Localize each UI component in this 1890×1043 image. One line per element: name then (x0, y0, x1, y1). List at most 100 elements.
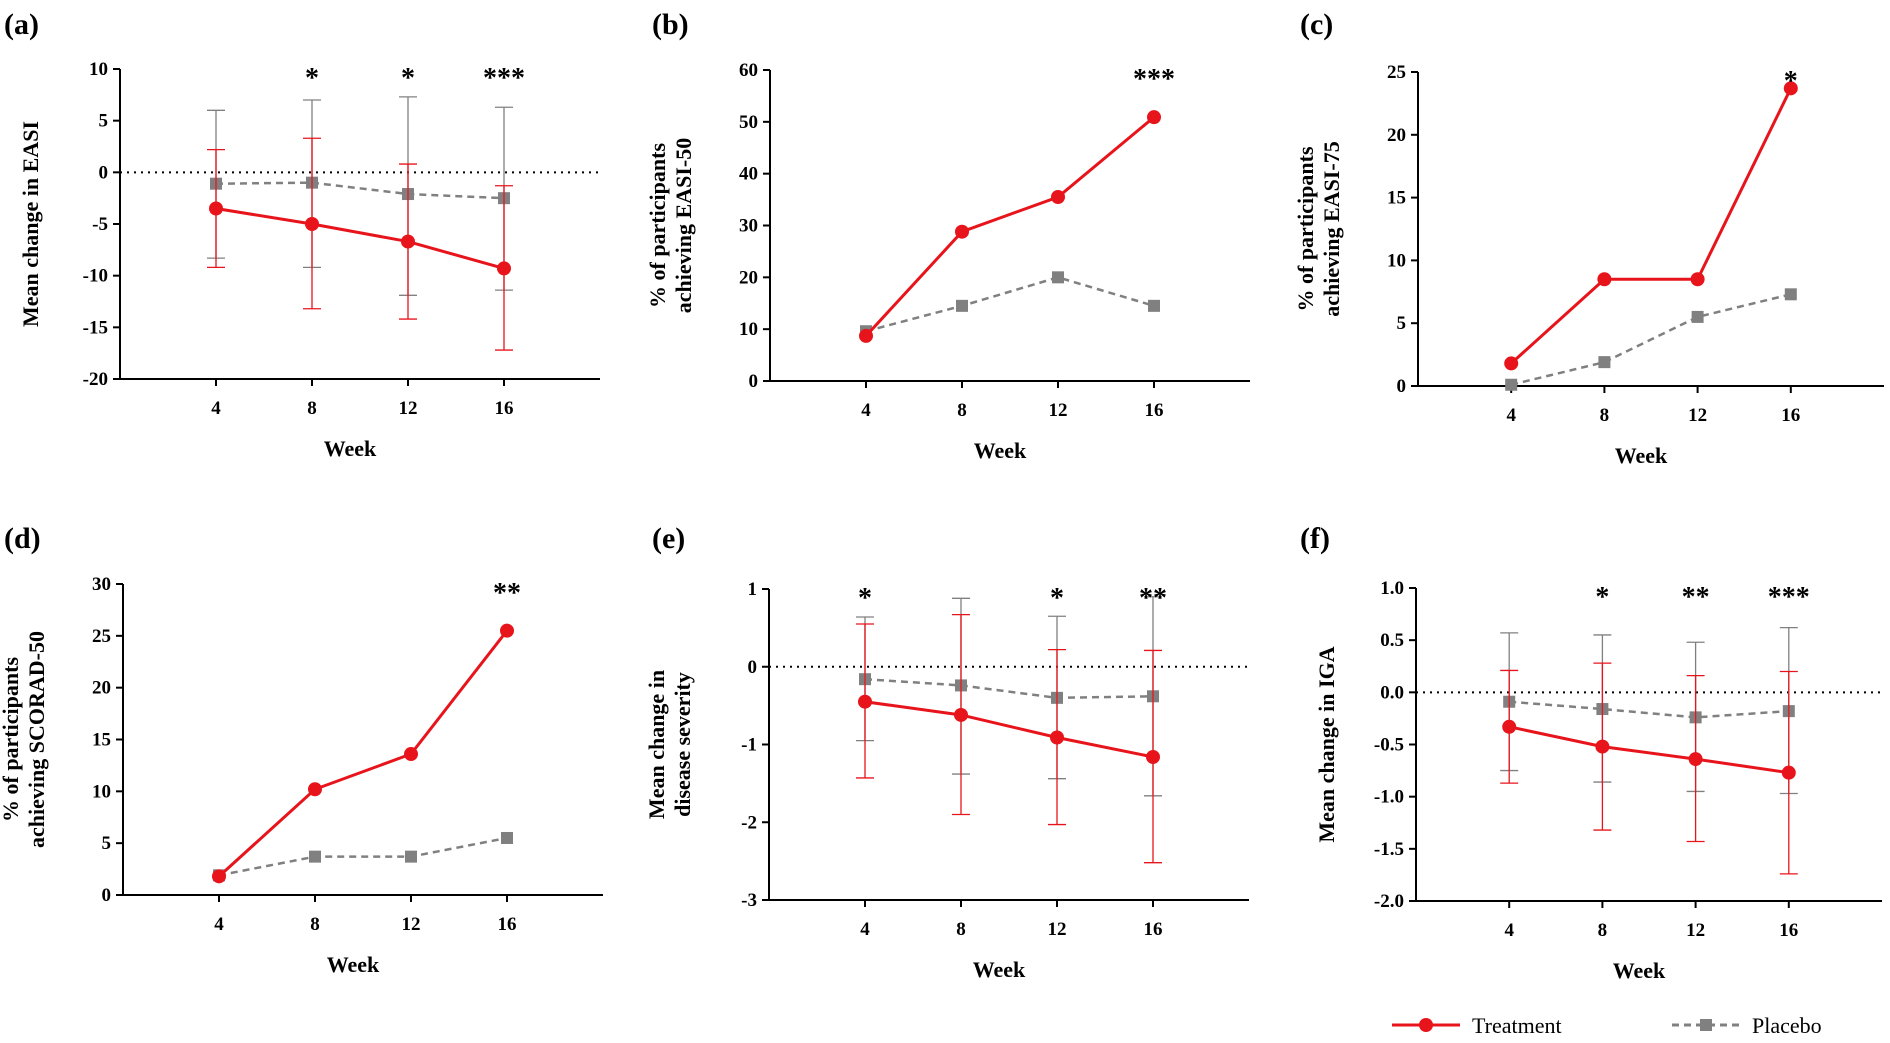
data-point (1598, 356, 1611, 369)
significance-marker: * (401, 63, 415, 94)
y-tick-label: 0 (99, 162, 109, 183)
series-line (1510, 293, 1792, 386)
y-tick-label: 0 (748, 657, 758, 678)
data-point (1051, 189, 1065, 204)
x-axis-title: Week (974, 438, 1027, 463)
y-tick-label: -15 (83, 317, 108, 338)
series-line (1509, 700, 1789, 719)
series-line (218, 836, 508, 877)
x-tick-label: 4 (211, 398, 221, 419)
x-tick-label: 12 (1049, 400, 1068, 421)
y-tick-label: -5 (92, 214, 108, 235)
data-point (1146, 749, 1160, 764)
data-point (956, 299, 968, 312)
y-tick-label: 25 (1387, 62, 1406, 83)
data-point (859, 328, 873, 343)
y-tick-label: 5 (102, 833, 112, 854)
x-tick-label: 8 (1598, 920, 1608, 941)
x-tick-label: 4 (861, 400, 871, 421)
data-point (955, 224, 969, 239)
x-tick-label: 8 (1600, 405, 1610, 426)
chart-panel-f: (f) 1.0 0.5 0.0 -0.5 -1.0 -1.5 -2.0 4 8 12 16 Week Me… (1300, 522, 1882, 983)
y-tick-label: 30 (92, 574, 111, 595)
chart-panel-c: (c) 25 20 15 10 5 0 4 8 12 16 Week % of participants… (1293, 8, 1884, 468)
placebo-series (1505, 288, 1797, 391)
significance-marker: *** (1768, 582, 1810, 613)
y-axis-title: Mean change in (644, 670, 669, 819)
x-tick-label: 8 (307, 398, 317, 419)
legend: Treatment Placebo (1392, 1013, 1822, 1038)
placebo-series (207, 96, 513, 296)
y-axis-title: achieving EASI-75 (1319, 141, 1344, 316)
chart-panel-a: (a) 10 5 0 -5 -10 -15 -20 4 8 12 16 Week Mean change … (4, 8, 600, 461)
x-axis-title: Week (1613, 958, 1666, 983)
y-tick-label: -1 (741, 735, 757, 756)
x-tick-label: 16 (498, 914, 517, 935)
treatment-series (207, 137, 513, 351)
y-tick-label: 0 (1397, 376, 1407, 397)
x-tick-label: 12 (402, 914, 421, 935)
y-tick-label: -2 (741, 812, 757, 833)
y-tick-label: 40 (739, 164, 758, 185)
y-tick-label: 10 (89, 59, 108, 80)
data-point (1505, 378, 1518, 391)
data-point (404, 747, 418, 762)
x-axis-title: Week (324, 436, 377, 461)
series-line (217, 629, 509, 878)
x-axis-title: Week (1615, 443, 1668, 468)
treatment-series (1500, 662, 1798, 875)
treatment-series (1504, 81, 1798, 371)
y-tick-label: 0 (102, 885, 112, 906)
treatment-series (856, 614, 1162, 864)
placebo-series (856, 596, 1162, 797)
data-point (1050, 730, 1064, 745)
y-tick-label: -3 (741, 890, 757, 911)
data-point (1597, 272, 1612, 287)
y-tick-label: -1.0 (1374, 787, 1404, 808)
data-point (1691, 310, 1704, 323)
legend-placebo-marker (1700, 1019, 1712, 1031)
x-tick-label: 8 (957, 400, 967, 421)
data-point (1148, 299, 1160, 312)
panel-label: (a) (4, 8, 39, 41)
data-point (1502, 719, 1517, 734)
data-point (308, 782, 322, 797)
x-tick-label: 12 (1688, 405, 1707, 426)
x-tick-label: 16 (1779, 920, 1798, 941)
significance-marker: * (1050, 583, 1064, 614)
x-tick-label: 16 (1145, 400, 1164, 421)
y-tick-label: 15 (1387, 188, 1406, 209)
data-point (305, 217, 319, 231)
series-line (864, 116, 1155, 337)
data-point (1781, 765, 1796, 780)
y-axis-title: achieving SCORAD-50 (24, 631, 49, 848)
y-tick-label: 10 (92, 781, 111, 802)
x-tick-label: 4 (214, 914, 224, 935)
x-tick-label: 12 (1686, 920, 1705, 941)
significance-marker: * (305, 63, 319, 94)
x-tick-label: 12 (1048, 919, 1067, 940)
data-point (1783, 81, 1798, 96)
chart-panel-b: (b) 60 50 40 30 20 10 0 4 8 12 16 Week % of participa… (645, 8, 1250, 463)
series-line (215, 207, 505, 270)
series-line (215, 181, 505, 200)
y-axis-title: Mean change in EASI (18, 121, 43, 327)
chart-panel-e: (e) 1 0 -1 -2 -3 4 8 12 16 Week Mean change in disea… (644, 522, 1249, 982)
x-tick-label: 8 (956, 919, 966, 940)
y-tick-label: 20 (92, 678, 111, 699)
y-tick-label: 5 (99, 111, 109, 132)
significance-marker: * (1595, 582, 1609, 613)
data-point (954, 707, 968, 722)
y-tick-label: 0.0 (1380, 682, 1404, 703)
y-tick-label: 20 (1387, 125, 1406, 146)
y-tick-label: 0.5 (1380, 630, 1404, 651)
significance-marker: ** (493, 578, 521, 609)
series-line (864, 700, 1154, 759)
data-point (209, 201, 223, 216)
data-point (1052, 271, 1064, 284)
x-axis-title: Week (327, 952, 380, 977)
series-line (1510, 87, 1793, 365)
x-tick-label: 16 (495, 398, 514, 419)
y-tick-label: -20 (83, 369, 108, 390)
y-tick-label: -2.0 (1374, 891, 1404, 912)
